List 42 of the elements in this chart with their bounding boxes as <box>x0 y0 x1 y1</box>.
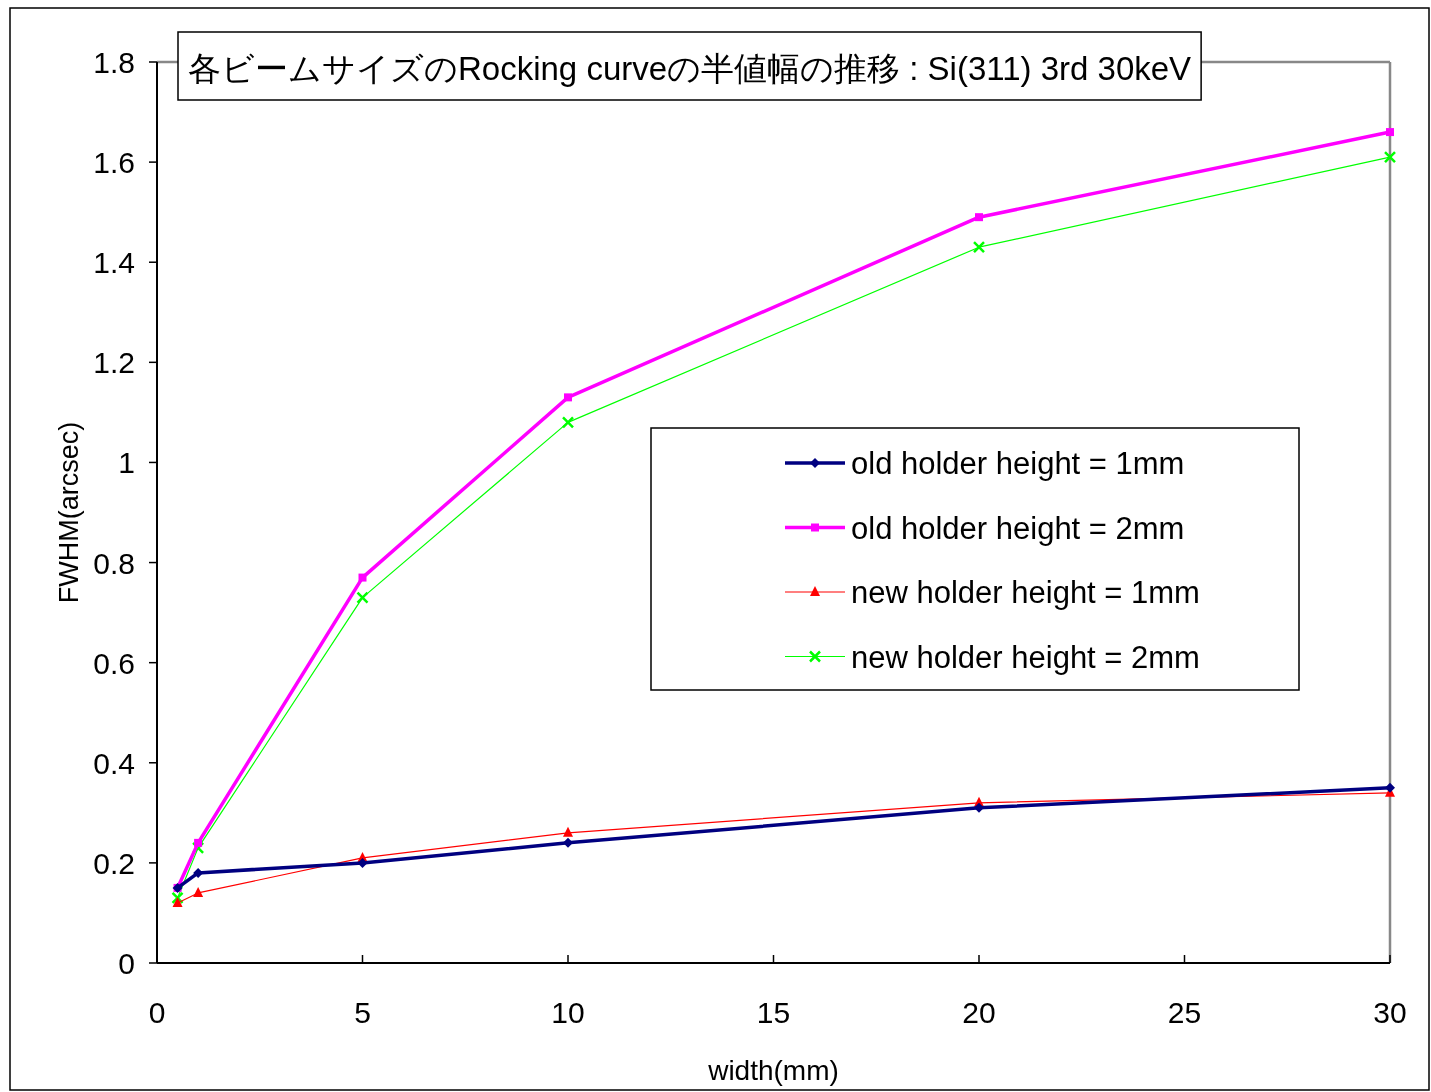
point <box>194 838 203 847</box>
legend-label: new holder height = 1mm <box>851 575 1200 610</box>
point <box>561 416 575 429</box>
point <box>972 240 986 254</box>
y-tick-label: 0.2 <box>93 846 135 880</box>
y-tick-label: 1.8 <box>93 46 135 79</box>
point <box>1386 128 1394 137</box>
y-tick-label: 1.6 <box>93 146 135 180</box>
legend-label: new holder height = 2mm <box>851 639 1200 675</box>
x-tick-label: 15 <box>756 996 791 1029</box>
point <box>172 896 183 907</box>
legend-label: old holder height = 1mm <box>851 446 1185 481</box>
point <box>171 891 184 905</box>
y-tick-label: 0.8 <box>93 546 135 580</box>
point <box>563 837 573 848</box>
x-tick-label: 20 <box>962 996 996 1029</box>
y-tick-label: 1.2 <box>93 346 135 380</box>
y-tick-label: 0 <box>118 947 135 980</box>
x-tick-label: 30 <box>1373 996 1407 1029</box>
x-tick-label: 5 <box>354 996 371 1029</box>
y-tick-label: 1 <box>118 446 135 480</box>
y-tick-label: 0.4 <box>93 746 135 780</box>
legend-label: old holder height = 2mm <box>851 510 1185 546</box>
y-axis-title: FWHM(arcsec) <box>54 421 84 604</box>
point <box>1383 150 1397 164</box>
x-tick-label: 0 <box>148 996 166 1029</box>
point <box>358 573 367 582</box>
point <box>1385 782 1395 793</box>
x-tick-label: 10 <box>551 996 585 1029</box>
x-tick-label: 25 <box>1167 996 1202 1029</box>
y-tick-label: 0.6 <box>93 646 135 680</box>
point <box>975 213 983 222</box>
y-tick-label: 1.4 <box>93 246 135 280</box>
point <box>974 802 984 813</box>
point <box>357 857 368 868</box>
point <box>563 826 573 837</box>
point <box>193 886 204 897</box>
title: 各ビームサイズのRocking curveの半値幅の推移 : Si(311) 3rd 30keV <box>177 31 1202 101</box>
x-axis-title: width(mm) <box>707 1055 839 1086</box>
point <box>564 393 572 402</box>
point <box>356 591 369 604</box>
chart-title: 各ビームサイズのRocking curveの半値幅の推移 : Si(311) 3rd 30keV <box>188 50 1192 87</box>
